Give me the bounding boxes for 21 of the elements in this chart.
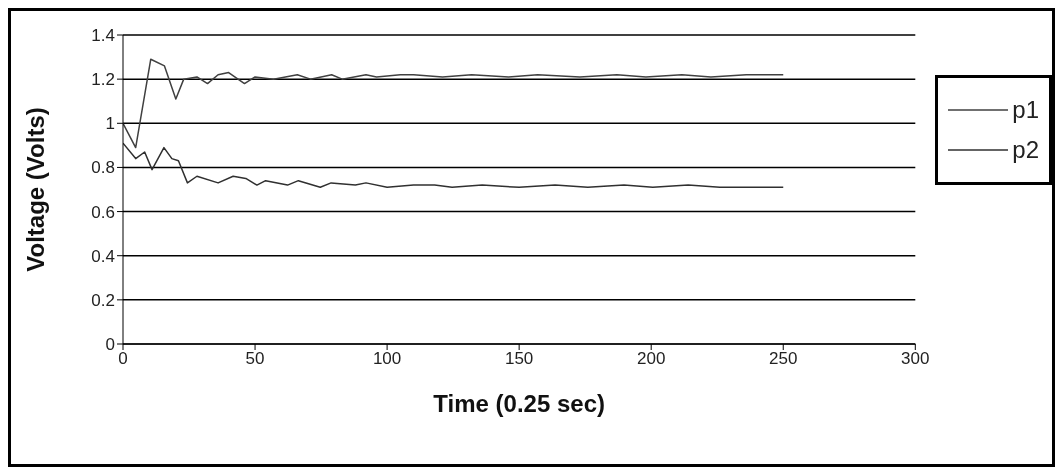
x-tick-label: 0 bbox=[118, 349, 128, 369]
y-tick-label: 0 bbox=[105, 335, 115, 355]
x-axis-title: Time (0.25 sec) bbox=[433, 390, 605, 417]
legend-label: p1 bbox=[1012, 96, 1039, 124]
x-tick-label: 150 bbox=[504, 349, 534, 369]
x-tick-label: 100 bbox=[372, 349, 402, 369]
y-tick-label: 1 bbox=[105, 114, 115, 134]
y-tick-label: 0.4 bbox=[91, 246, 115, 266]
line-series bbox=[123, 58, 784, 149]
y-tick-label: 1.2 bbox=[91, 70, 115, 90]
y-axis-title: Voltage (Volts) bbox=[21, 107, 49, 272]
x-tick-label: 300 bbox=[901, 349, 930, 369]
x-tick-label: 250 bbox=[769, 349, 798, 369]
x-tick-label: 200 bbox=[637, 349, 666, 369]
line-series bbox=[123, 142, 784, 189]
y-tick-label: 0.6 bbox=[91, 202, 115, 222]
x-tick-label: 50 bbox=[245, 349, 265, 369]
y-tick-label: 1.4 bbox=[91, 26, 115, 46]
y-tick-label: 0.8 bbox=[91, 158, 115, 178]
y-tick-label: 0.2 bbox=[91, 290, 115, 310]
legend-label: p2 bbox=[1012, 136, 1039, 164]
